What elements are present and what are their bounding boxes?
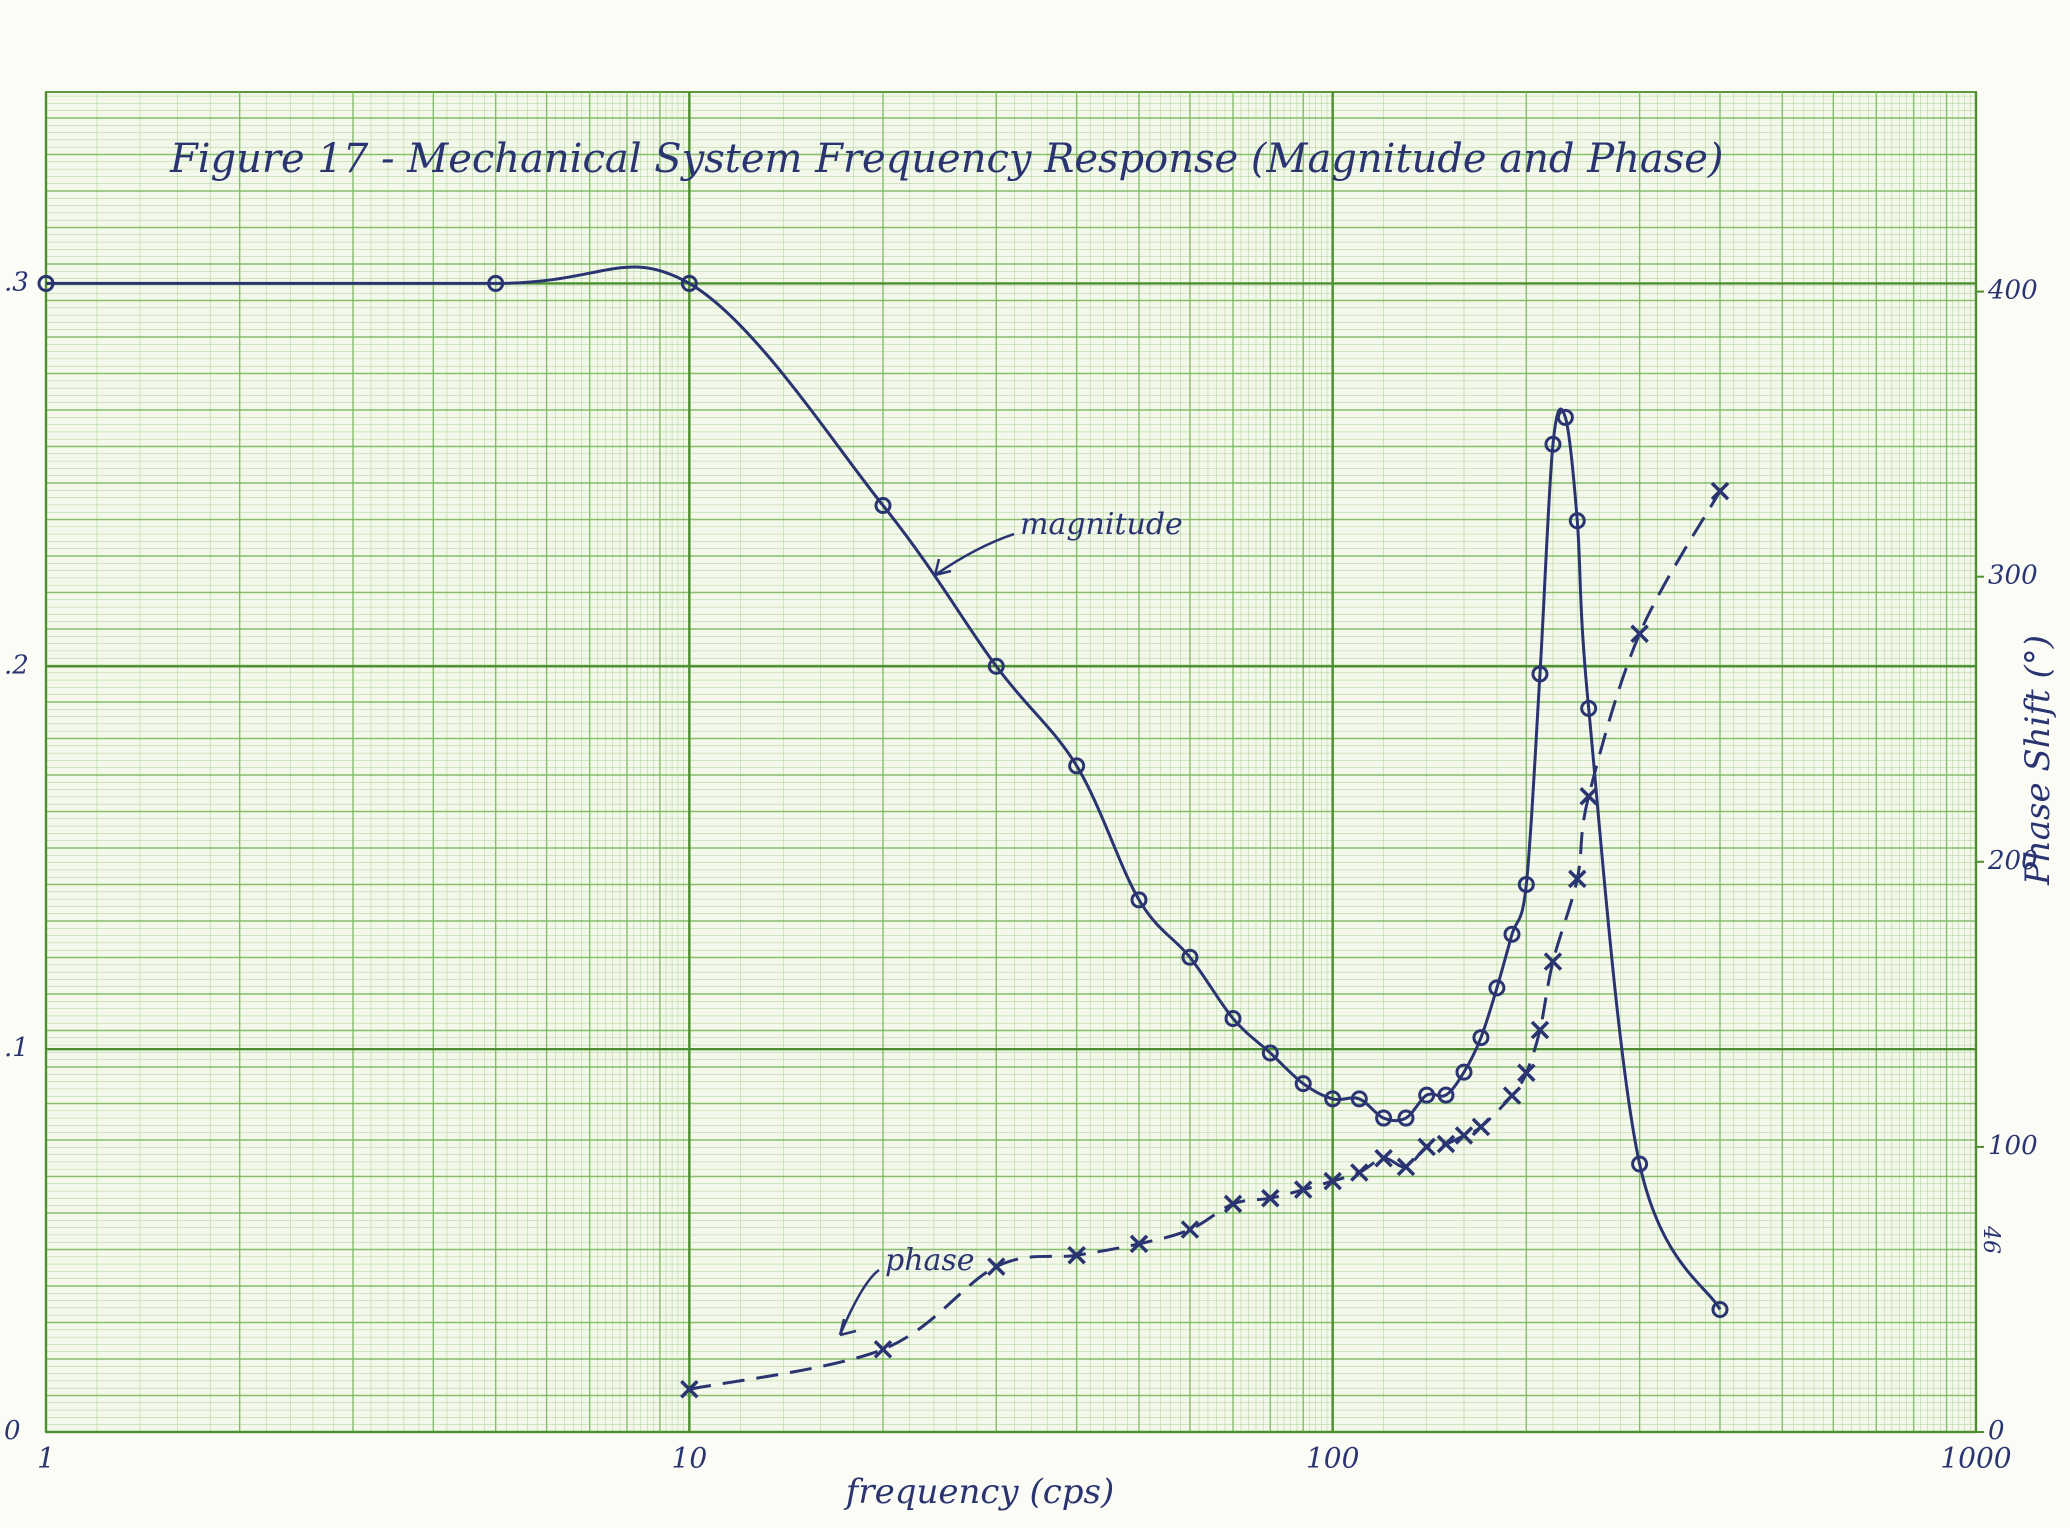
- data-point: [1503, 925, 1521, 943]
- data-point: [680, 274, 698, 292]
- data-point: [1517, 876, 1535, 894]
- data-point: [1502, 1086, 1522, 1105]
- data-point: [1454, 1126, 1474, 1145]
- y2-tick-label: 200: [1987, 846, 2038, 876]
- data-point: [1324, 1090, 1342, 1108]
- data-point: [1531, 665, 1549, 683]
- data-point: [1543, 952, 1563, 971]
- data-point: [1544, 435, 1562, 453]
- data-point: [1129, 1234, 1149, 1254]
- data-point: [1261, 1044, 1279, 1062]
- data-point: [1181, 948, 1199, 966]
- data-point: [1436, 1134, 1456, 1154]
- x-axis-label: frequency (cps): [843, 1472, 1114, 1512]
- data-point: [1293, 1180, 1313, 1199]
- x-tick-label: 1000: [1940, 1442, 2011, 1475]
- data-point: [1068, 757, 1086, 775]
- data-point: [1261, 1188, 1280, 1208]
- y2-tick-label: 400: [1987, 276, 2038, 306]
- annotation-arrow: [838, 1268, 880, 1337]
- y-tick-label: 0: [4, 1416, 21, 1446]
- data-point: [680, 1379, 699, 1399]
- data-point: [1323, 1171, 1342, 1191]
- data-point: [1350, 1090, 1368, 1108]
- data-point: [1710, 481, 1730, 501]
- data-point: [1530, 1020, 1550, 1040]
- data-point: [1067, 1245, 1086, 1265]
- annotation: phase: [885, 1243, 975, 1278]
- x-tick-label: 1: [37, 1442, 55, 1475]
- data-point: [1568, 512, 1586, 530]
- annotation: magnitude: [1020, 507, 1183, 542]
- data-point: [1580, 699, 1598, 717]
- data-point: [1417, 1137, 1436, 1157]
- y2-axis-label: Phase Shift (°): [2018, 635, 2058, 886]
- data-point: [1568, 869, 1587, 889]
- data-point: [1294, 1075, 1312, 1093]
- data-point: [1418, 1086, 1436, 1104]
- data-point: [487, 274, 505, 292]
- y2-tick-label: 100: [1988, 1131, 2038, 1161]
- data-point: [1180, 1220, 1200, 1239]
- data-point: [1374, 1149, 1393, 1168]
- data-point: [1224, 1010, 1242, 1028]
- chart-title: Figure 17 - Mechanical System Frequency …: [169, 136, 1724, 182]
- y2-tick-label: 300: [1988, 561, 2038, 591]
- x-tick-label: 100: [1306, 1442, 1359, 1475]
- data-point: [1579, 786, 1598, 806]
- page-number: 46: [1978, 1225, 2003, 1254]
- annotation-arrow: [933, 532, 1015, 577]
- data-point: [1471, 1117, 1491, 1137]
- data-point: [987, 657, 1005, 675]
- y2-tick-label: 0: [1988, 1416, 2005, 1446]
- data-point: [987, 1257, 1006, 1276]
- data-point: [1556, 408, 1574, 426]
- data-point: [1437, 1086, 1455, 1104]
- data-point: [1130, 891, 1148, 909]
- data-point: [1397, 1109, 1415, 1127]
- data-point: [1396, 1157, 1416, 1177]
- data-point: [37, 274, 55, 292]
- data-point: [1631, 1155, 1649, 1173]
- x-tick-label: 10: [672, 1442, 708, 1475]
- y-tick-label: .1: [4, 1033, 29, 1063]
- data-point: [1223, 1194, 1243, 1214]
- data-point: [1472, 1029, 1490, 1047]
- data-point: [873, 1340, 893, 1359]
- data-point: [1517, 1063, 1536, 1083]
- data-point: [1630, 624, 1649, 643]
- data-point: [1455, 1063, 1473, 1081]
- y-tick-label: .3: [4, 267, 29, 297]
- paper-grid: [44, 91, 1978, 1434]
- data-point: [1711, 1300, 1729, 1318]
- data-point: [1350, 1163, 1369, 1182]
- y-tick-label: .2: [4, 650, 29, 680]
- data-point: [1488, 979, 1506, 997]
- data-point: [874, 496, 892, 514]
- data-point: [1375, 1109, 1393, 1127]
